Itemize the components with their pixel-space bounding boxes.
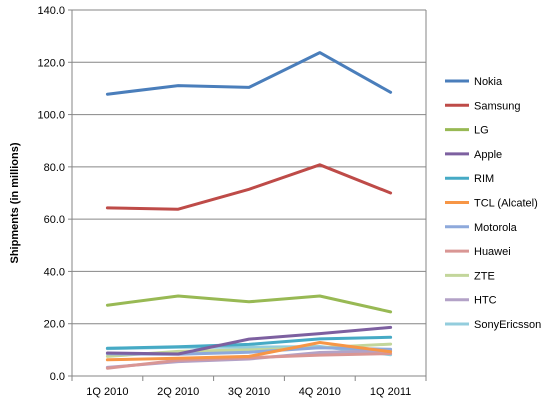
legend-label-lg: LG: [474, 125, 489, 137]
series-lines: [105, 51, 393, 370]
series-line-rim: [105, 335, 393, 350]
legend-label-rim: RIM: [474, 173, 494, 185]
gridlines: [72, 9, 426, 325]
legend: Nokia Samsung LG Apple RIM TCL (Alcatel) Motor…: [445, 76, 541, 331]
y-axis-label: Shipments (in millions): [9, 142, 21, 263]
series-line-apple: [105, 325, 393, 356]
series-line-nokia: [105, 51, 393, 96]
y-tick-label: 0.0: [50, 371, 65, 383]
legend-label-tcl-alcatel: TCL (Alcatel): [474, 198, 538, 210]
y-tick-label: 60.0: [44, 214, 65, 226]
y-tick-label: 40.0: [44, 266, 65, 278]
y-axis-tick-labels: 0.0 20.0 40.0 60.0 80.0 100.0 120.0 140.0: [37, 5, 65, 383]
legend-label-motorola: Motorola: [474, 222, 518, 234]
legend-label-samsung: Samsung: [474, 100, 520, 112]
legend-label-nokia: Nokia: [474, 76, 503, 88]
axes: [68, 9, 427, 381]
x-tick-label: 3Q 2010: [228, 386, 270, 398]
x-tick-label: 2Q 2010: [157, 386, 199, 398]
legend-label-huawei: Huawei: [474, 246, 511, 258]
legend-label-htc: HTC: [474, 295, 497, 307]
x-tick-label: 1Q 2011: [370, 386, 411, 398]
x-tick-label: 1Q 2010: [86, 386, 128, 398]
series-line-lg: [105, 294, 393, 314]
y-tick-label: 100.0: [37, 110, 65, 122]
series-line-samsung: [105, 163, 393, 211]
legend-label-apple: Apple: [474, 149, 502, 161]
y-tick-label: 80.0: [44, 162, 65, 174]
series-line-tcl-alcatel: [105, 341, 393, 362]
legend-label-zte: ZTE: [474, 270, 495, 282]
x-axis-tick-labels: 1Q 2010 2Q 2010 3Q 2010 4Q 2010 1Q 2011: [86, 386, 411, 398]
y-tick-label: 20.0: [44, 319, 65, 331]
x-tick-label: 4Q 2010: [299, 386, 341, 398]
y-tick-label: 120.0: [37, 57, 65, 69]
y-tick-label: 140.0: [37, 5, 65, 17]
legend-label-sonyericsson: SonyEricsson: [474, 319, 541, 331]
